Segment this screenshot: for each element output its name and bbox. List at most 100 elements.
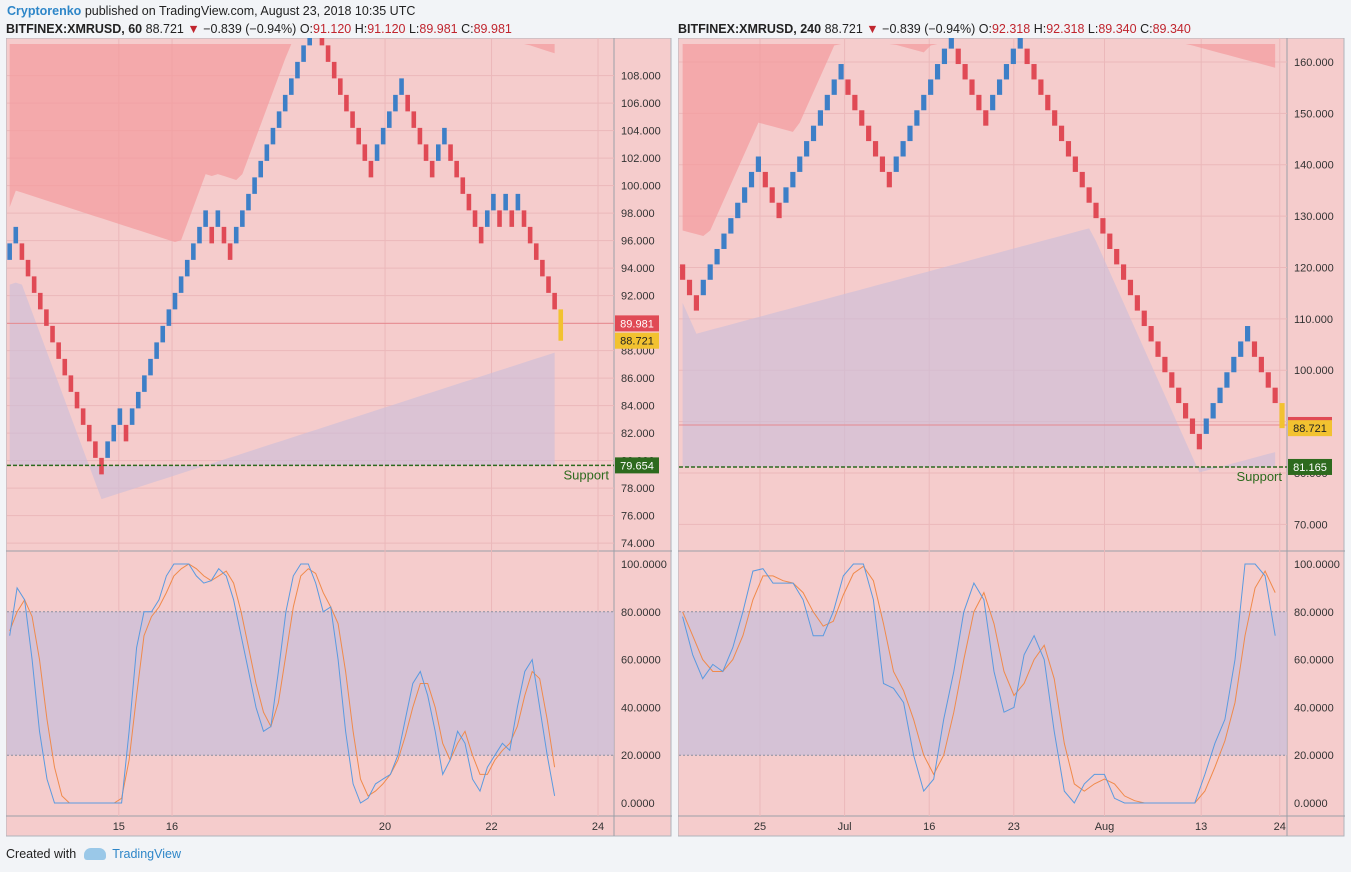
renko-down-brick	[962, 64, 968, 80]
renko-down-brick	[227, 243, 233, 260]
support-cloud	[682, 228, 1276, 473]
renko-up-brick	[1017, 38, 1023, 49]
renko-up-brick	[810, 125, 817, 142]
renko-down-brick	[31, 276, 37, 293]
price-tick-label: 98.000	[621, 208, 655, 220]
price-tick-label: 102.000	[621, 153, 661, 165]
open-label: O:	[299, 22, 314, 36]
low-value: 89.981	[419, 22, 458, 36]
renko-up-brick	[900, 141, 906, 157]
renko-up-brick	[111, 424, 117, 442]
author-name[interactable]: Cryptorenko	[7, 4, 82, 18]
price-tick-label: 82.000	[621, 428, 655, 440]
time-tick-label: 22	[485, 821, 497, 833]
close-label: C:	[1140, 22, 1153, 36]
renko-down-brick	[976, 94, 982, 111]
last-price: 88.721	[824, 22, 863, 36]
tradingview-link[interactable]: TradingView	[112, 847, 181, 861]
renko-up-brick	[948, 38, 954, 49]
support-price-marker: 81.165	[1293, 462, 1327, 474]
last-price-marker: 88.721	[1293, 423, 1327, 435]
renko-up-brick	[1003, 64, 1010, 80]
renko-up-brick	[914, 110, 920, 126]
renko-down-brick	[1114, 248, 1120, 265]
chart-panel-60[interactable]: BITFINEX:XMRUSD, 60 88.721 ▼ −0.839 (−0.…	[6, 18, 672, 838]
price-tick-label: 78.000	[621, 483, 655, 495]
price-tick-label: 96.000	[621, 236, 655, 248]
time-tick-label: 24	[592, 821, 604, 833]
renko-up-brick	[295, 61, 300, 79]
oscillator-tick-label: 20.0000	[1294, 750, 1334, 762]
renko-up-brick	[399, 78, 404, 95]
renko-up-brick	[1238, 341, 1244, 357]
renko-up-brick	[105, 441, 110, 458]
renko-up-brick	[246, 193, 251, 211]
price-tick-label: 140.000	[1294, 160, 1334, 172]
published-text: published on TradingView.com, August 23,…	[84, 4, 416, 18]
high-label: H:	[1033, 22, 1047, 36]
renko-up-brick	[783, 187, 789, 203]
renko-up-brick	[996, 79, 1003, 95]
oscillator-tick-label: 0.0000	[1294, 798, 1328, 810]
renko-down-brick	[1176, 387, 1182, 404]
renko-down-brick	[1148, 326, 1154, 342]
renko-down-brick	[1265, 372, 1271, 388]
oscillator-tick-label: 60.0000	[621, 655, 661, 667]
renko-down-brick	[546, 276, 551, 293]
time-tick-label: 25	[754, 821, 766, 833]
chart-svg-60[interactable]: Support74.00076.00078.00080.00082.00084.…	[6, 38, 672, 838]
renko-up-brick	[742, 187, 748, 203]
support-label: Support	[563, 467, 609, 482]
close-value: 89.340	[1152, 22, 1191, 36]
symbol-label: BITFINEX:XMRUSD, 60	[6, 22, 143, 36]
renko-up-brick	[374, 144, 380, 161]
renko-down-brick	[1093, 202, 1099, 219]
publish-header: Cryptorenko published on TradingView.com…	[7, 4, 415, 18]
forming-brick	[1279, 403, 1285, 429]
renko-down-brick	[460, 177, 466, 194]
support-price-marker-box	[1288, 458, 1332, 475]
oscillator-tick-label: 0.0000	[621, 798, 655, 810]
last-price-marker-box	[615, 332, 659, 349]
renko-up-brick	[148, 358, 153, 376]
low-label: L:	[408, 22, 420, 36]
renko-down-brick	[1162, 356, 1168, 373]
price-tick-label: 74.000	[621, 538, 655, 550]
renko-up-brick	[301, 45, 306, 62]
renko-down-brick	[1024, 48, 1030, 65]
renko-up-brick	[307, 38, 312, 46]
renko-down-brick	[1072, 156, 1078, 172]
open-label: O:	[978, 22, 992, 36]
renko-down-brick	[540, 259, 545, 277]
time-tick-label: Jul	[838, 821, 852, 833]
close-price-marker-box	[615, 315, 659, 332]
forming-brick	[558, 309, 564, 341]
renko-down-brick	[350, 111, 355, 128]
support-label: Support	[1236, 469, 1282, 484]
renko-down-brick	[37, 292, 43, 310]
renko-down-brick	[1155, 341, 1161, 357]
renko-up-brick	[252, 177, 257, 194]
renko-up-brick	[790, 171, 796, 188]
oscillator-tick-label: 40.0000	[1294, 702, 1334, 714]
renko-up-brick	[893, 156, 899, 172]
renko-down-brick	[68, 375, 74, 392]
renko-down-brick	[209, 226, 215, 244]
renko-down-brick	[533, 243, 539, 260]
symbol-label: BITFINEX:XMRUSD, 240	[678, 22, 822, 36]
renko-down-brick	[80, 408, 86, 425]
chart-svg-240[interactable]: Support70.00080.00090.000100.000110.0001…	[678, 38, 1345, 838]
renko-down-brick	[331, 61, 337, 79]
chart-panel-240[interactable]: BITFINEX:XMRUSD, 240 88.721 ▼ −0.839 (−0…	[678, 18, 1345, 838]
close-value: 89.981	[473, 22, 512, 36]
high-label: H:	[354, 22, 368, 36]
renko-up-brick	[142, 375, 147, 392]
oscillator-band	[679, 611, 1287, 756]
renko-down-brick	[423, 144, 429, 161]
oscillator-tick-label: 80.0000	[1294, 607, 1334, 619]
renko-down-brick	[969, 79, 975, 95]
renko-down-brick	[497, 210, 502, 227]
renko-up-brick	[160, 325, 166, 343]
renko-up-brick	[289, 78, 294, 95]
renko-down-brick	[44, 309, 49, 326]
